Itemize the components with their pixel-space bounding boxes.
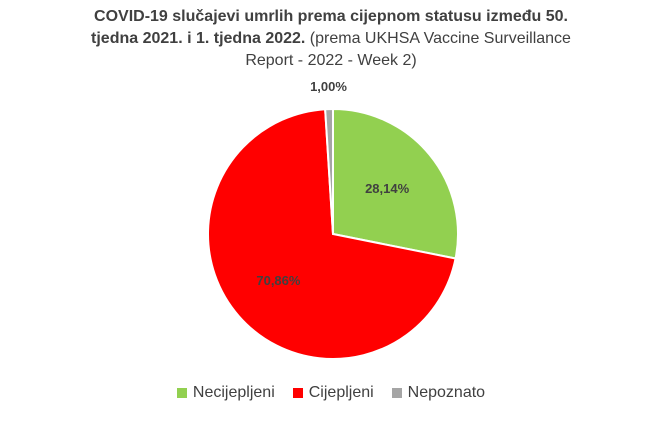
title-line-2-normal: (prema UKHSA Vaccine Surveillance [305,30,571,47]
data-label-cijepljeni: 70,86% [256,273,301,288]
title-line-1: COVID-19 slučajevi umrlih prema cijepnom… [94,8,568,25]
legend-item-necijepljeni: Necijepljeni [176,384,275,402]
legend-label: Nepoznato [407,384,486,401]
chart-title: COVID-19 slučajevi umrlih prema cijepnom… [0,6,662,72]
pie-slice-cijepljeni [207,108,457,360]
legend-swatch [292,388,303,398]
legend-label: Cijepljeni [308,384,374,401]
data-label-nepoznato: 1,00% [310,79,347,94]
title-line-2-bold: tjedna 2021. i 1. tjedna 2022. [91,30,306,47]
pie-slice-nepoznato [324,107,334,235]
legend-swatch [391,388,402,398]
pie-slice-necijepljeni [332,107,459,260]
title-line-3: Report - 2022 - Week 2) [245,52,417,69]
legend-label: Necijepljeni [192,384,275,401]
legend-swatch [176,388,187,398]
chart-legend: Necijepljeni Cijepljeni Nepoznato [0,384,662,402]
legend-item-cijepljeni: Cijepljeni [292,384,374,402]
legend-item-nepoznato: Nepoznato [391,384,486,402]
data-label-necijepljeni: 28,14% [365,181,410,196]
